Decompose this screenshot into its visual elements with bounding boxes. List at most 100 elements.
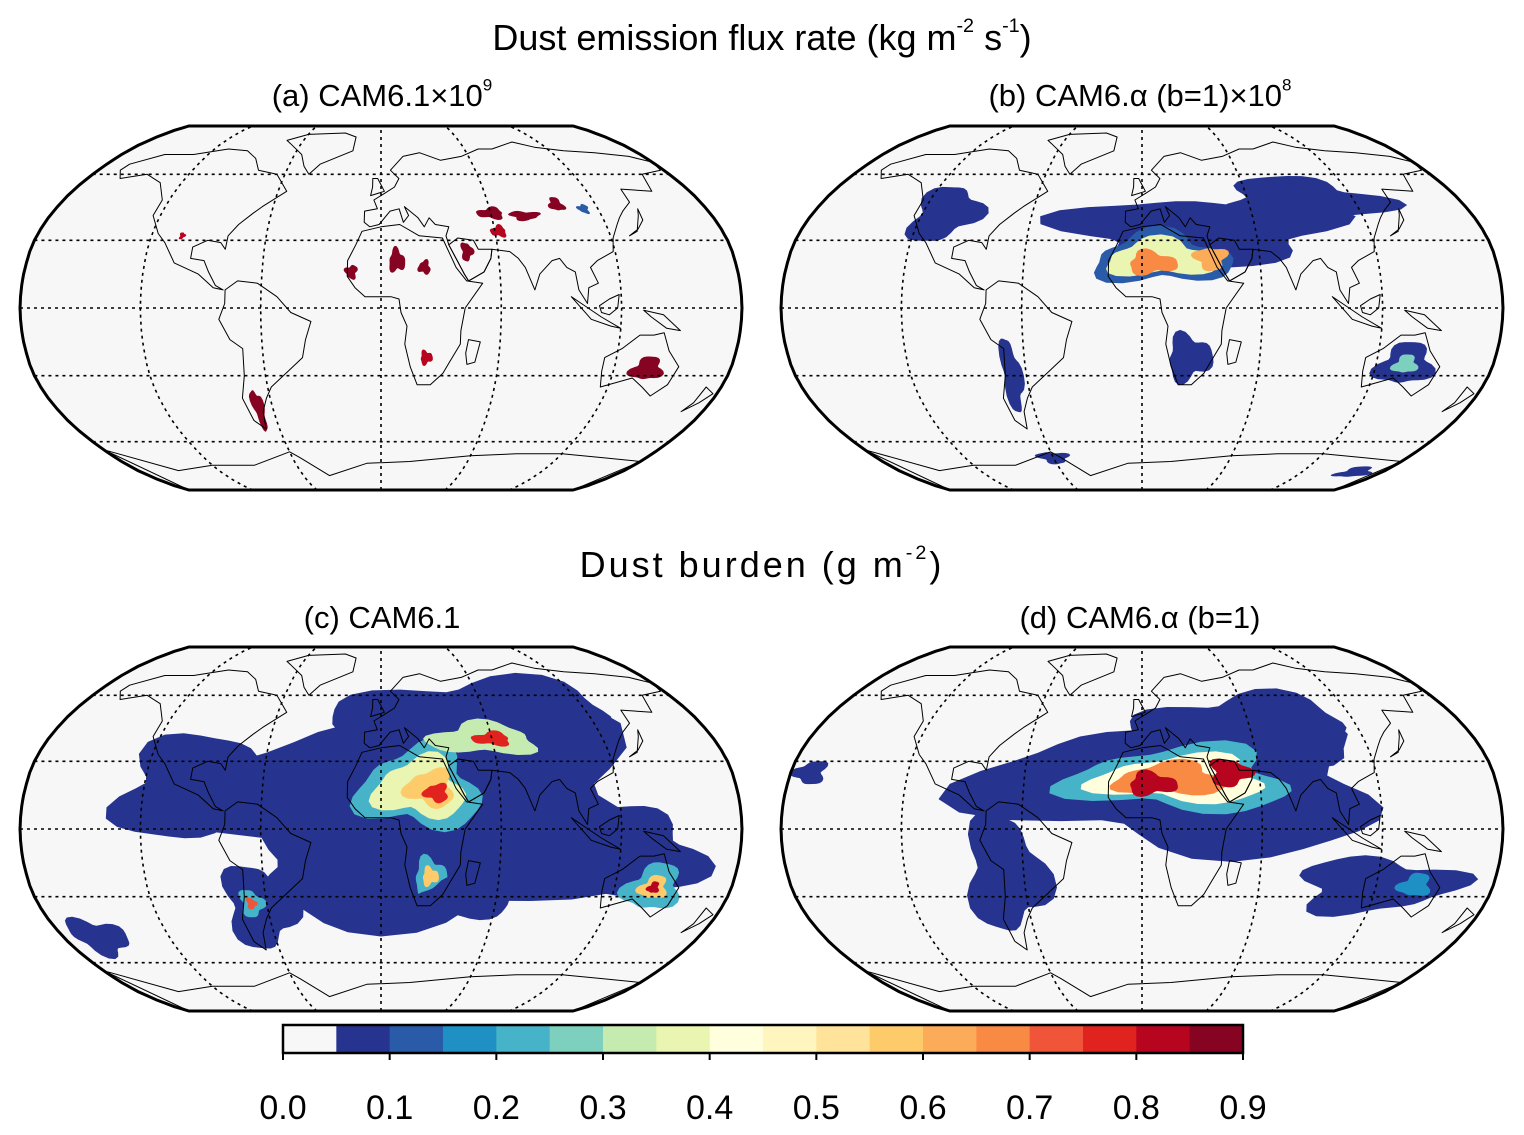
title-burden-exp: -2 (905, 542, 930, 565)
meridian-line (1269, 126, 1384, 490)
meridian-line (900, 126, 1015, 490)
colorbar-tick-label: 0.7 (1006, 1089, 1054, 1127)
colorbar-tick-label: 0.8 (1112, 1089, 1160, 1127)
title-burden-text: Dust burden (g m (579, 544, 906, 585)
coastline-japan (1390, 208, 1405, 237)
map-outline (779, 645, 1505, 1013)
meridian-line (139, 647, 254, 1011)
coastline-nz (1441, 386, 1475, 413)
map-panel-c (18, 645, 744, 1013)
colorbar-segment (1136, 1025, 1191, 1053)
coastline-arabiaFix (1209, 237, 1254, 282)
coastline-australia (599, 853, 680, 918)
coastlines (864, 132, 1475, 490)
colorbar-segment (656, 1025, 711, 1053)
map-panel-d (779, 645, 1505, 1013)
colorbar-segment (283, 1025, 337, 1053)
meridian-line (1020, 126, 1079, 490)
dust-field-region (407, 874, 509, 921)
map-panel-a (18, 124, 744, 492)
coastline-southAmerica (979, 280, 1073, 430)
colorbar-tick-label: 0.2 (472, 1089, 520, 1127)
dust-field-region (417, 259, 431, 275)
dust-field-region (1169, 329, 1214, 385)
coastline-greenland (286, 653, 357, 696)
coastline-northAmerica (119, 669, 288, 812)
coastline-newGuinea (643, 830, 681, 853)
colorbar-tick-label: 0.4 (686, 1089, 734, 1127)
coastline-arabiaFix (1209, 758, 1254, 803)
dust-field-region (645, 881, 660, 893)
colorbar-segment (923, 1025, 977, 1053)
panel-d-title: (d) CAM6.α (b=1) (770, 600, 1510, 636)
coastline-eurasia (363, 141, 661, 304)
dust-field-region (460, 242, 475, 262)
coastline-southAmerica (218, 801, 312, 951)
coastline-borneo (1360, 815, 1381, 837)
colorbar-tick-label: 0.6 (899, 1089, 947, 1127)
coastline-borneo (599, 294, 620, 316)
coastline-eurasia (1124, 141, 1422, 304)
dust-field-region (1130, 248, 1178, 276)
meridian-line (259, 647, 318, 1011)
colorbar-tick-label: 0.3 (579, 1089, 627, 1127)
coastline-eurasia (363, 662, 661, 825)
dust-field-region (967, 811, 1057, 931)
dust-field-region (1330, 466, 1373, 477)
coastlines (103, 132, 714, 490)
coastline-southAmerica (218, 280, 312, 430)
coastline-newGuinea (1404, 309, 1442, 332)
coastline-northAmerica (880, 148, 1049, 291)
colorbar-segment (1083, 1025, 1137, 1053)
colorbar-tick-label: 0.1 (366, 1089, 414, 1127)
colorbar-segment (549, 1025, 604, 1053)
panel-b-exp: 8 (1282, 75, 1292, 95)
meridian-line (259, 126, 318, 490)
coastline-africa (1107, 224, 1245, 386)
coastline-africa (346, 224, 484, 386)
title-emission-text: Dust emission flux rate (kg m (492, 17, 957, 58)
dust-field-region (489, 224, 507, 238)
meridian-line (1205, 647, 1264, 1011)
data-layer (904, 176, 1436, 477)
meridian-line (1269, 647, 1384, 1011)
colorbar-segment (1029, 1025, 1084, 1053)
coastline-madagascar (465, 339, 481, 365)
graticule (20, 126, 742, 490)
data-layer (178, 197, 664, 432)
dust-field-region (248, 390, 268, 432)
coastline-indonesia (570, 296, 622, 329)
dust-field-region (1191, 248, 1230, 272)
panel-a-label: (a) CAM6.1×10 (271, 78, 483, 113)
coastline-antarctica (103, 449, 641, 490)
dust-field-region (1389, 354, 1419, 373)
colorbar-segment (496, 1025, 551, 1053)
meridian-line (444, 126, 503, 490)
coastline-northAmerica (880, 669, 1049, 812)
coastline-nz (680, 386, 714, 413)
coastlines (864, 653, 1475, 1011)
dust-field-region (789, 761, 829, 785)
coastline-japan (629, 729, 644, 758)
colorbar-segment (603, 1025, 657, 1053)
dust-field-region (998, 338, 1025, 413)
colorbar-segment (336, 1025, 391, 1053)
map-outline (18, 645, 744, 1013)
coastline-africa (1107, 745, 1245, 907)
dust-field-region (178, 232, 187, 240)
coastline-eurasia (1124, 662, 1422, 825)
dust-field-region (246, 897, 258, 910)
coastline-antarctica (103, 970, 641, 1011)
data-layer (64, 672, 716, 960)
colorbar-frame (281, 1023, 1245, 1055)
coastline-newGuinea (1404, 830, 1442, 853)
dust-field-region (476, 206, 503, 220)
title-emission-exp2: -1 (1002, 15, 1020, 38)
colorbar-tick-label: 0.5 (792, 1089, 840, 1127)
colorbar-segment (709, 1025, 764, 1053)
meridian-line (444, 647, 503, 1011)
panel-c-label: (c) CAM6.1 (303, 600, 461, 635)
dust-field-region (470, 730, 510, 747)
meridian-line (139, 126, 254, 490)
coastline-madagascar (465, 860, 481, 886)
